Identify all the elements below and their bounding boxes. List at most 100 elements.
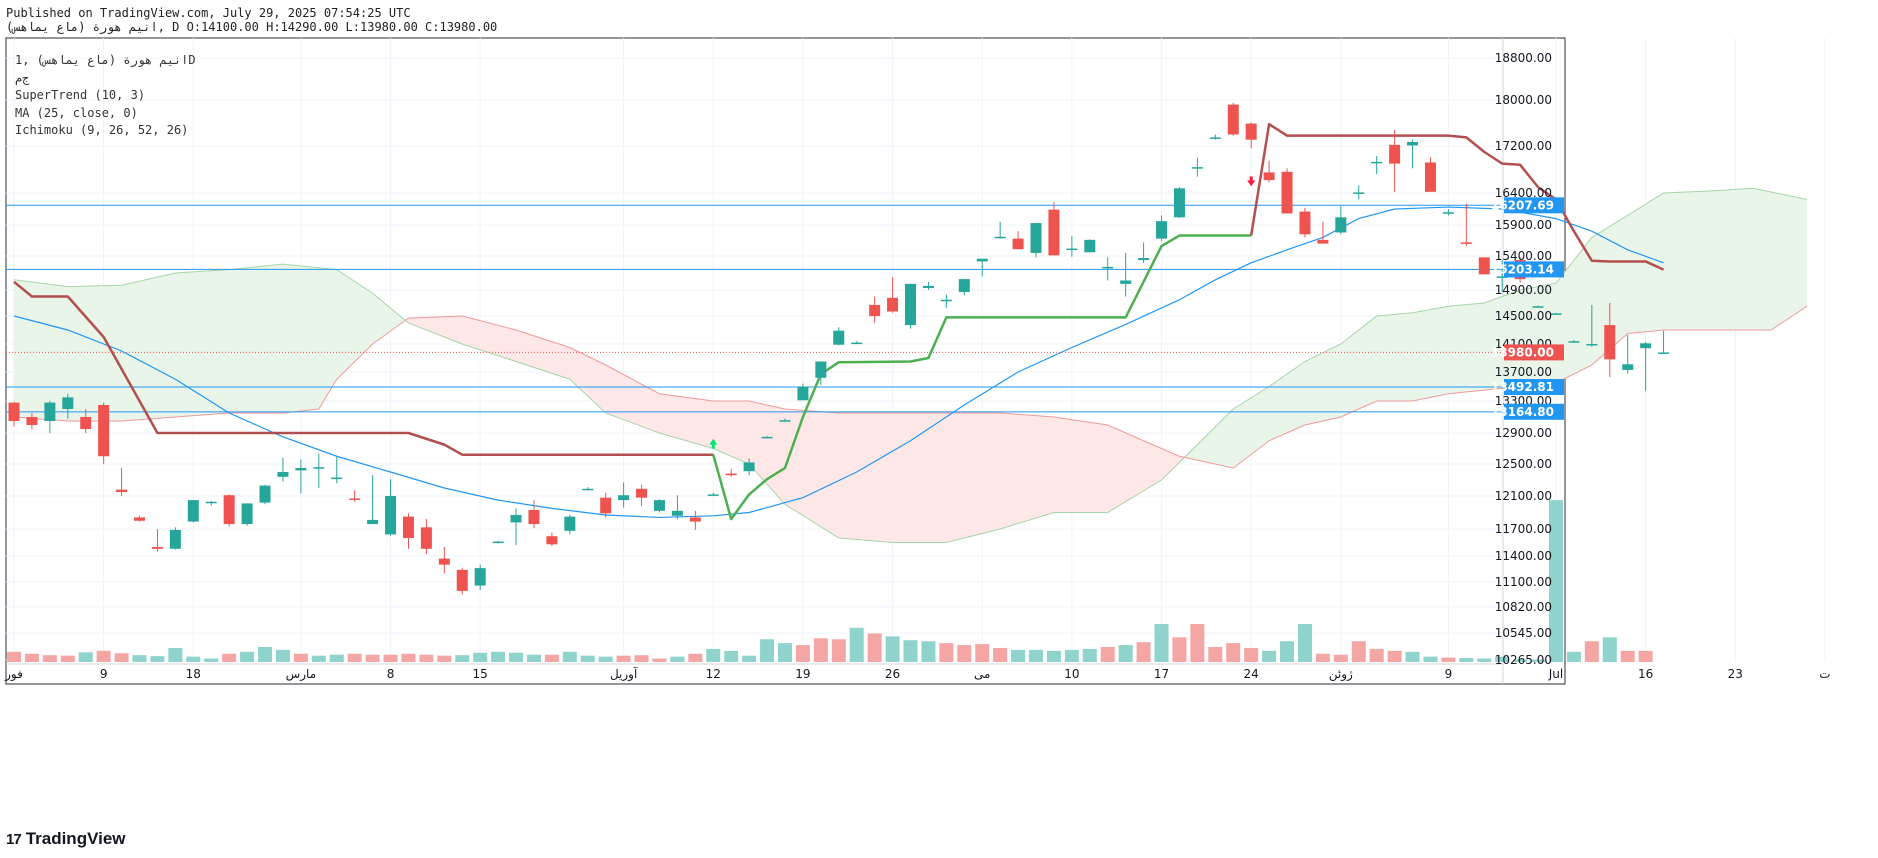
price-level-tag-bg — [1504, 403, 1564, 420]
volume-bar — [1082, 648, 1097, 662]
candle-body — [1084, 239, 1096, 253]
moving-average-line — [13, 206, 1664, 519]
candle-body — [98, 405, 110, 457]
candle-body — [492, 541, 504, 544]
volume-bar — [1046, 650, 1061, 662]
volume-bar — [544, 654, 559, 662]
candle-body — [1460, 242, 1472, 244]
volume-bar — [222, 653, 237, 662]
ichimoku-cloud-bullish — [14, 264, 409, 421]
volume-bar — [1154, 624, 1169, 662]
candle-body — [205, 501, 217, 504]
volume-bar — [1602, 637, 1617, 662]
candle-body — [1173, 188, 1185, 218]
volume-bar — [993, 647, 1008, 662]
tradingview-wordmark: TradingView — [25, 829, 126, 848]
volume-bar — [1477, 658, 1492, 662]
tradingview-logo[interactable]: 17 TradingView — [6, 829, 126, 849]
volume-bar — [329, 654, 344, 662]
volume-bar — [795, 645, 810, 662]
volume-bar — [688, 653, 703, 662]
candle-body — [80, 417, 92, 429]
volume-bar — [311, 655, 326, 662]
candle-body — [833, 330, 845, 345]
candle-body — [546, 536, 558, 545]
candle-body — [958, 279, 970, 292]
volume-bar — [777, 643, 792, 662]
volume-bar — [1566, 651, 1581, 662]
y-axis-tick-label: 10545.00 — [1495, 626, 1552, 640]
legend-ichimoku[interactable]: Ichimoku (9, 26, 52, 26) — [15, 123, 189, 137]
candle-body — [349, 498, 361, 500]
x-axis-tick-label: 24 — [1244, 667, 1259, 681]
volume-bar — [1011, 649, 1026, 662]
price-level-tag-text: 13492.81 — [1491, 380, 1554, 394]
candle-body — [1371, 161, 1383, 164]
candle-body — [600, 497, 612, 514]
volume-bar — [455, 655, 470, 662]
volume-bar — [24, 653, 39, 662]
volume-bar — [1064, 649, 1079, 662]
candle-body — [1317, 239, 1329, 244]
volume-bar — [634, 655, 649, 662]
candle-body — [976, 258, 988, 262]
x-axis-tick-label: 16 — [1638, 667, 1653, 681]
candle-body — [905, 283, 916, 326]
candle-body — [134, 517, 146, 521]
volume-bar — [1405, 651, 1420, 662]
x-axis-tick-label: می — [974, 667, 990, 681]
volume-bar — [921, 641, 936, 662]
legend-symbol[interactable]: انیم هورة (ماع یماهس) ,1D — [15, 53, 196, 67]
legend-supertrend[interactable]: SuperTrend (10, 3) — [15, 88, 146, 102]
candle-body — [815, 361, 827, 378]
volume-bar — [1262, 650, 1277, 662]
volume-bar — [867, 633, 882, 662]
candle-body — [1066, 248, 1078, 251]
last-price-tag-text: 13980.00 — [1491, 345, 1554, 359]
candle-body — [1209, 137, 1221, 139]
candle-body — [671, 510, 683, 516]
candle-body — [1424, 162, 1436, 192]
y-axis-tick-label: 14900.00 — [1495, 283, 1552, 297]
last-price-tag: 13980.00 — [1491, 344, 1564, 361]
y-axis-tick-label: 12500.00 — [1495, 457, 1552, 471]
candle-body — [1227, 104, 1239, 135]
y-axis-tick-label: 10820.00 — [1495, 600, 1552, 614]
volume-bar — [1638, 650, 1653, 662]
candle-body — [618, 495, 630, 501]
supertrend-bear-line — [1249, 122, 1665, 271]
candle-body — [564, 516, 576, 531]
x-axis-tick-label: 17 — [1154, 667, 1169, 681]
chart-legend: انیم هورة (ماع یماهس) ,1D ج‌م SuperTrend… — [15, 52, 196, 140]
candle-body — [402, 516, 414, 538]
candle-body — [851, 342, 863, 345]
y-axis-tick-label: 18800.00 — [1495, 51, 1552, 65]
volume-bar — [939, 643, 954, 662]
candle-body — [44, 402, 56, 421]
legend-ma[interactable]: MA (25, close, 0) — [15, 105, 138, 120]
candle-body — [869, 304, 881, 316]
candle-body — [1245, 123, 1257, 140]
candle-body — [1102, 266, 1114, 269]
candle-body — [1586, 344, 1598, 346]
volume-bar — [975, 644, 990, 662]
volume-bar — [760, 639, 775, 662]
candle-body — [940, 299, 952, 302]
candle-body — [26, 417, 38, 425]
volume-bar — [1315, 653, 1330, 662]
candle-body — [420, 527, 432, 549]
volume-bar — [473, 652, 488, 662]
volume-bar — [724, 650, 739, 662]
x-axis-tick-label: آوریل — [610, 666, 638, 682]
candle-body — [438, 558, 450, 565]
volume-bar — [1226, 643, 1241, 662]
y-axis-tick-label: 11700.00 — [1495, 522, 1552, 536]
candle-body — [528, 510, 540, 525]
candle-body — [1138, 258, 1150, 261]
candle-body — [474, 568, 486, 586]
x-axis-tick-label: ژوئن — [1329, 667, 1353, 682]
x-axis-tick-label: فور — [4, 667, 23, 682]
candle-body — [1568, 341, 1580, 343]
volume-bar — [401, 653, 416, 662]
